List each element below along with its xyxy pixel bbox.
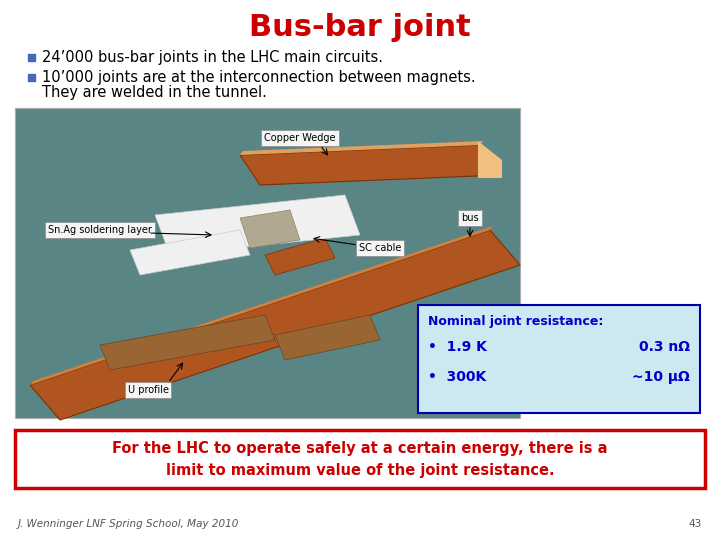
Polygon shape xyxy=(190,218,260,255)
Text: SC cable: SC cable xyxy=(359,243,401,253)
Polygon shape xyxy=(275,315,380,360)
Polygon shape xyxy=(478,141,502,178)
Text: 10’000 joints are at the interconnection between magnets.: 10’000 joints are at the interconnection… xyxy=(42,70,476,85)
Polygon shape xyxy=(155,195,360,255)
Text: Bus-bar joint: Bus-bar joint xyxy=(249,14,471,43)
Bar xyxy=(15,108,520,418)
Text: ~10 μΩ: ~10 μΩ xyxy=(632,370,690,384)
Text: Copper Wedge: Copper Wedge xyxy=(264,133,336,143)
Text: They are welded in the tunnel.: They are welded in the tunnel. xyxy=(42,85,267,100)
Text: •  1.9 K: • 1.9 K xyxy=(428,340,487,354)
Text: For the LHC to operate safely at a certain energy, there is a: For the LHC to operate safely at a certa… xyxy=(112,441,608,456)
Polygon shape xyxy=(265,238,335,275)
Bar xyxy=(28,74,35,81)
Text: U profile: U profile xyxy=(127,385,168,395)
Polygon shape xyxy=(30,230,520,420)
Text: •  300K: • 300K xyxy=(428,370,486,384)
Text: Sn.Ag soldering layer: Sn.Ag soldering layer xyxy=(48,225,152,235)
Polygon shape xyxy=(30,226,493,385)
Bar xyxy=(418,305,700,413)
Text: J. Wenninger LNF Spring School, May 2010: J. Wenninger LNF Spring School, May 2010 xyxy=(18,519,239,529)
Bar xyxy=(15,430,705,488)
Text: 24’000 bus-bar joints in the LHC main circuits.: 24’000 bus-bar joints in the LHC main ci… xyxy=(42,50,383,65)
Text: Nominal joint resistance:: Nominal joint resistance: xyxy=(428,315,603,328)
Polygon shape xyxy=(100,315,275,370)
Polygon shape xyxy=(240,145,500,185)
Polygon shape xyxy=(240,141,483,155)
Bar xyxy=(28,54,35,61)
Polygon shape xyxy=(130,230,250,275)
Text: 43: 43 xyxy=(689,519,702,529)
Text: 0.3 nΩ: 0.3 nΩ xyxy=(639,340,690,354)
Polygon shape xyxy=(240,210,300,248)
Text: limit to maximum value of the joint resistance.: limit to maximum value of the joint resi… xyxy=(166,462,554,477)
Text: bus: bus xyxy=(462,213,479,223)
